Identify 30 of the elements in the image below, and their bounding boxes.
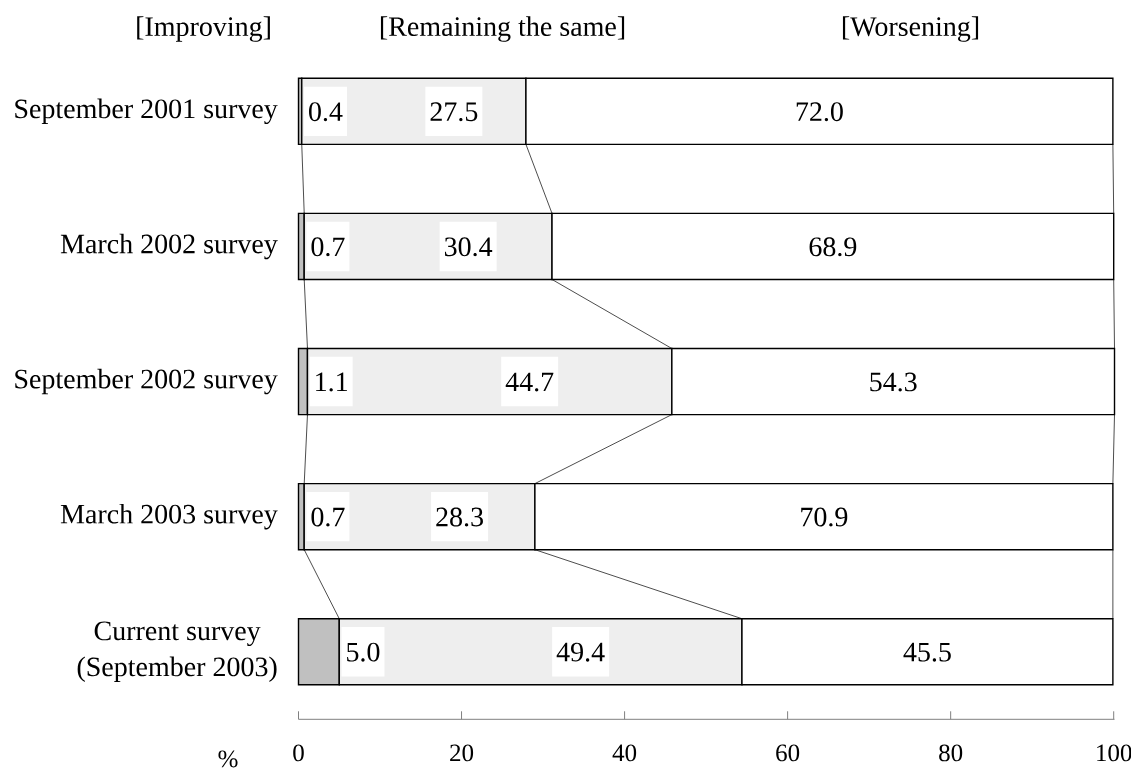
data-label: 49.4 [556, 642, 605, 662]
data-label: 54.3 [870, 372, 917, 392]
x-axis-title: % [218, 750, 238, 768]
y-tick-label: March 2002 survey [60, 233, 278, 260]
x-tick-label: 20 [450, 744, 474, 762]
data-label: 45.5 [903, 642, 951, 662]
x-tick-label: 100 [1097, 744, 1131, 762]
data-label: 68.9 [809, 237, 857, 257]
data-label: 5.0 [347, 642, 380, 662]
y-tick-label: September 2002 survey [15, 368, 278, 395]
y-tick-label: March 2003 survey [60, 503, 278, 530]
data-label: 0.7 [311, 507, 345, 527]
data-label: 30.4 [444, 237, 493, 257]
y-tick-label: Current survey (September 2003) [77, 621, 277, 683]
series-label: [Improving] [137, 16, 270, 42]
x-tick-label: 60 [776, 744, 800, 762]
data-label: 0.4 [309, 102, 343, 122]
x-tick-label: 0 [293, 744, 304, 762]
data-label: 70.9 [801, 507, 848, 527]
data-label: 72.0 [796, 102, 843, 122]
x-tick-label: 80 [939, 744, 963, 762]
data-label: 1.1 [316, 372, 347, 392]
series-label: [Worsening] [842, 16, 979, 42]
data-label: 44.7 [505, 372, 554, 392]
data-label: 27.5 [430, 102, 478, 122]
x-tick-label: 40 [612, 744, 637, 762]
y-tick-label: September 2001 survey [15, 98, 278, 125]
data-label: 0.7 [311, 237, 345, 257]
data-label: 28.3 [436, 507, 483, 527]
series-label: [Remaining the same] [380, 16, 625, 42]
